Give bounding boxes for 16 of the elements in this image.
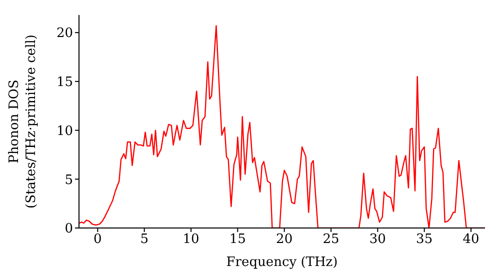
x-tick-label: 20 [276, 232, 293, 248]
x-axis-title: Frequency (THz) [226, 255, 338, 270]
x-tick-label: 30 [369, 232, 386, 248]
x-tick-label: 25 [322, 232, 340, 248]
y-tick-label: 0 [64, 222, 73, 237]
y-tick-label: 10 [56, 124, 73, 139]
x-tick-label: 10 [182, 232, 200, 248]
y-axis-title: Phonon DOS (States/THz·primitive cell) [7, 34, 39, 209]
x-tick-label: 0 [94, 232, 102, 248]
x-tick-label: 5 [140, 232, 148, 248]
y-tick-label: 20 [56, 26, 73, 42]
y-tick-label: 5 [64, 172, 73, 188]
y-tick-label: 15 [56, 75, 73, 90]
x-tick-label: 40 [462, 232, 480, 248]
x-tick-label: 35 [416, 232, 433, 248]
x-tick-label: 15 [229, 232, 246, 248]
